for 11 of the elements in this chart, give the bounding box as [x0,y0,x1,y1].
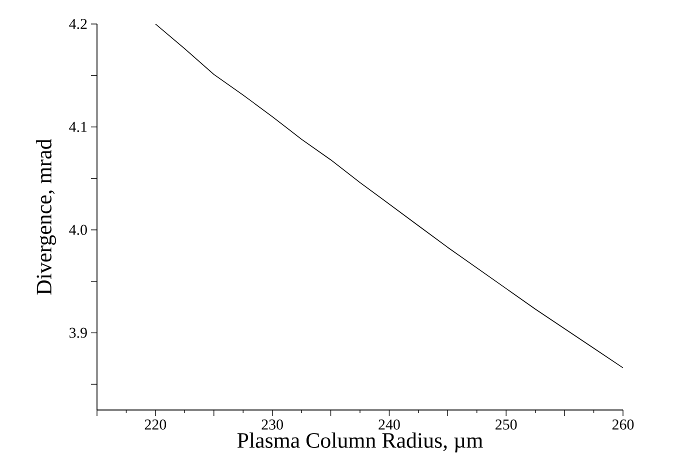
x-tick-label: 230 [262,420,283,430]
x-tick-label: 220 [144,420,166,430]
y-tick-label: 4.2 [69,18,87,30]
x-tick-label: 250 [496,420,517,430]
y-tick-label: 4.1 [69,122,87,132]
y-axis-title: Divergence, mrad [36,138,56,295]
x-tick-label: 260 [612,420,634,430]
y-tick-label: 3.9 [70,328,87,338]
x-tick-label: 240 [378,420,400,430]
y-tick-label: 4.0 [69,224,87,235]
x-axis-title: Plasma Column Radius, µm [237,432,483,452]
